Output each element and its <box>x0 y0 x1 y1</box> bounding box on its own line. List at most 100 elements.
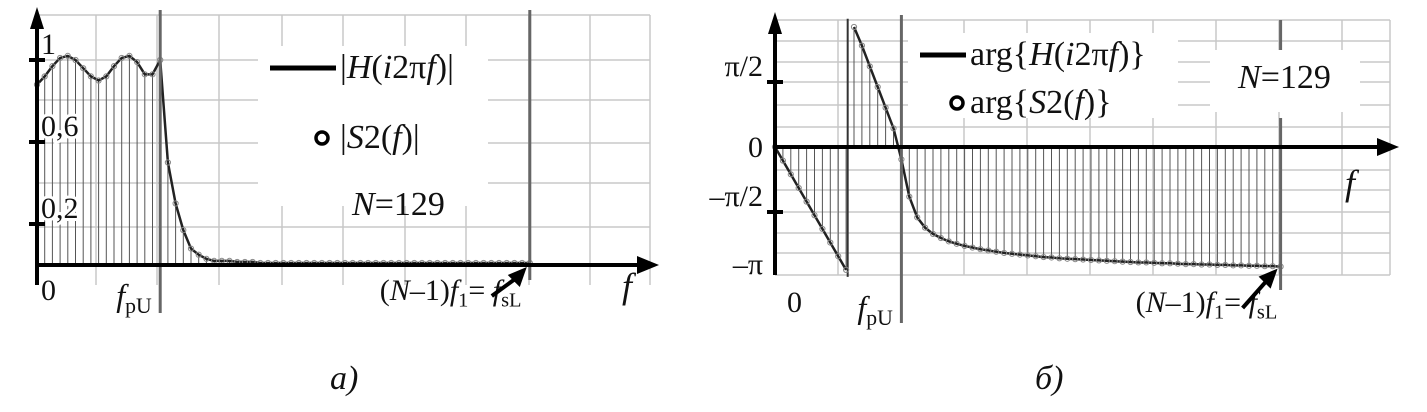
legend-label-S2: arg{S2(f)} <box>970 84 1112 121</box>
data-point <box>1269 263 1276 270</box>
y-tick-label: 0 <box>748 131 763 164</box>
label-part: sL <box>1257 302 1277 324</box>
label-part: pU <box>866 306 893 330</box>
fsL-pointer-arrowhead <box>1258 268 1278 289</box>
legend-background <box>908 33 1178 118</box>
label-part: = <box>468 274 492 307</box>
data-point <box>961 242 968 249</box>
x-axis-label: f <box>1345 163 1360 203</box>
data-point <box>811 212 818 219</box>
label-part: 2π <box>1074 36 1108 73</box>
data-point <box>1064 255 1071 262</box>
label-part: )| <box>436 49 454 86</box>
label-part: 2π <box>392 49 426 86</box>
data-point <box>914 214 921 221</box>
legend-circle-icon <box>314 130 330 146</box>
data-point <box>1190 261 1197 268</box>
label-part: S <box>347 119 364 156</box>
data-point <box>1024 252 1031 259</box>
data-point <box>1253 262 1261 269</box>
data-point <box>87 73 95 80</box>
data-point <box>835 253 842 260</box>
data-point <box>779 157 787 164</box>
label-part: N <box>351 186 377 223</box>
data-point <box>164 159 171 166</box>
x-label-zero: 0 <box>41 274 56 307</box>
data-point <box>1056 255 1063 262</box>
data-point <box>890 125 897 132</box>
y-tick-label: 0,6 <box>41 110 79 143</box>
data-point <box>953 240 960 247</box>
y-tick-label: 1 <box>41 28 56 61</box>
x-label-fsL: (N–1)f1= fsL <box>1136 286 1278 324</box>
data-point <box>1127 258 1134 266</box>
data-point <box>1040 253 1047 261</box>
x-label-zero: 0 <box>787 286 802 319</box>
label-part: i <box>383 49 392 86</box>
data-point <box>41 73 48 80</box>
data-point <box>180 227 187 234</box>
y-axis-arrow <box>768 12 782 34</box>
label-part: –1) <box>1165 286 1206 319</box>
data-point <box>1245 262 1253 269</box>
data-point <box>72 56 79 64</box>
label-part: S <box>1029 84 1046 121</box>
data-point <box>929 230 937 237</box>
data-point <box>1016 251 1024 258</box>
data-point <box>993 248 1000 255</box>
data-point <box>1032 253 1039 260</box>
label-part: N <box>1237 59 1263 96</box>
data-point <box>110 63 118 70</box>
label-part: )} <box>1118 36 1146 73</box>
x-label-fsL: (N–1)f1= fsL <box>380 274 522 312</box>
y-axis-arrow <box>30 7 44 29</box>
label-part: ( <box>1136 286 1146 319</box>
label-part: N <box>1145 286 1168 319</box>
data-point <box>187 245 195 252</box>
label-part: 1 <box>1214 302 1224 324</box>
data-point <box>1214 261 1221 269</box>
data-point <box>1103 257 1110 264</box>
label-part: 2( <box>1046 84 1074 121</box>
y-tick-label: –π/2 <box>709 180 763 213</box>
label-part: =129 <box>375 186 445 223</box>
x-label-fpU: fpU <box>116 277 152 318</box>
data-point <box>1080 256 1087 263</box>
data-point <box>977 246 984 253</box>
series-line <box>773 146 848 271</box>
data-point <box>195 251 202 258</box>
y-tick-label: –π <box>732 248 763 281</box>
data-point <box>1143 259 1150 266</box>
data-point <box>906 193 913 200</box>
data-point <box>49 63 56 70</box>
annotation-background <box>1210 50 1360 112</box>
data-point <box>827 239 834 246</box>
legend-background <box>258 46 488 206</box>
data-point <box>149 71 156 78</box>
data-point <box>1238 262 1245 269</box>
data-point <box>126 52 133 60</box>
data-point <box>1001 249 1008 257</box>
label-part: ( <box>1054 36 1065 73</box>
label-part: )| <box>402 119 420 156</box>
data-point <box>141 71 148 78</box>
y-tick-label: 0,2 <box>41 192 79 225</box>
data-point <box>787 171 794 178</box>
label-part: H <box>346 49 374 86</box>
data-point <box>118 54 125 62</box>
data-point <box>103 73 110 80</box>
data-point <box>985 247 992 254</box>
label-part: = <box>1224 286 1248 319</box>
data-point <box>843 266 850 273</box>
label-part: N <box>389 274 412 307</box>
label-part: ( <box>380 274 390 307</box>
data-point <box>1119 258 1126 265</box>
panel-label-a: а) <box>330 360 359 397</box>
data-point <box>1206 261 1213 268</box>
data-point <box>64 52 71 60</box>
panel-label-b: б) <box>1035 360 1064 397</box>
label-part: ( <box>371 49 382 86</box>
data-point <box>1222 261 1229 269</box>
label-part: )} <box>1084 84 1112 121</box>
